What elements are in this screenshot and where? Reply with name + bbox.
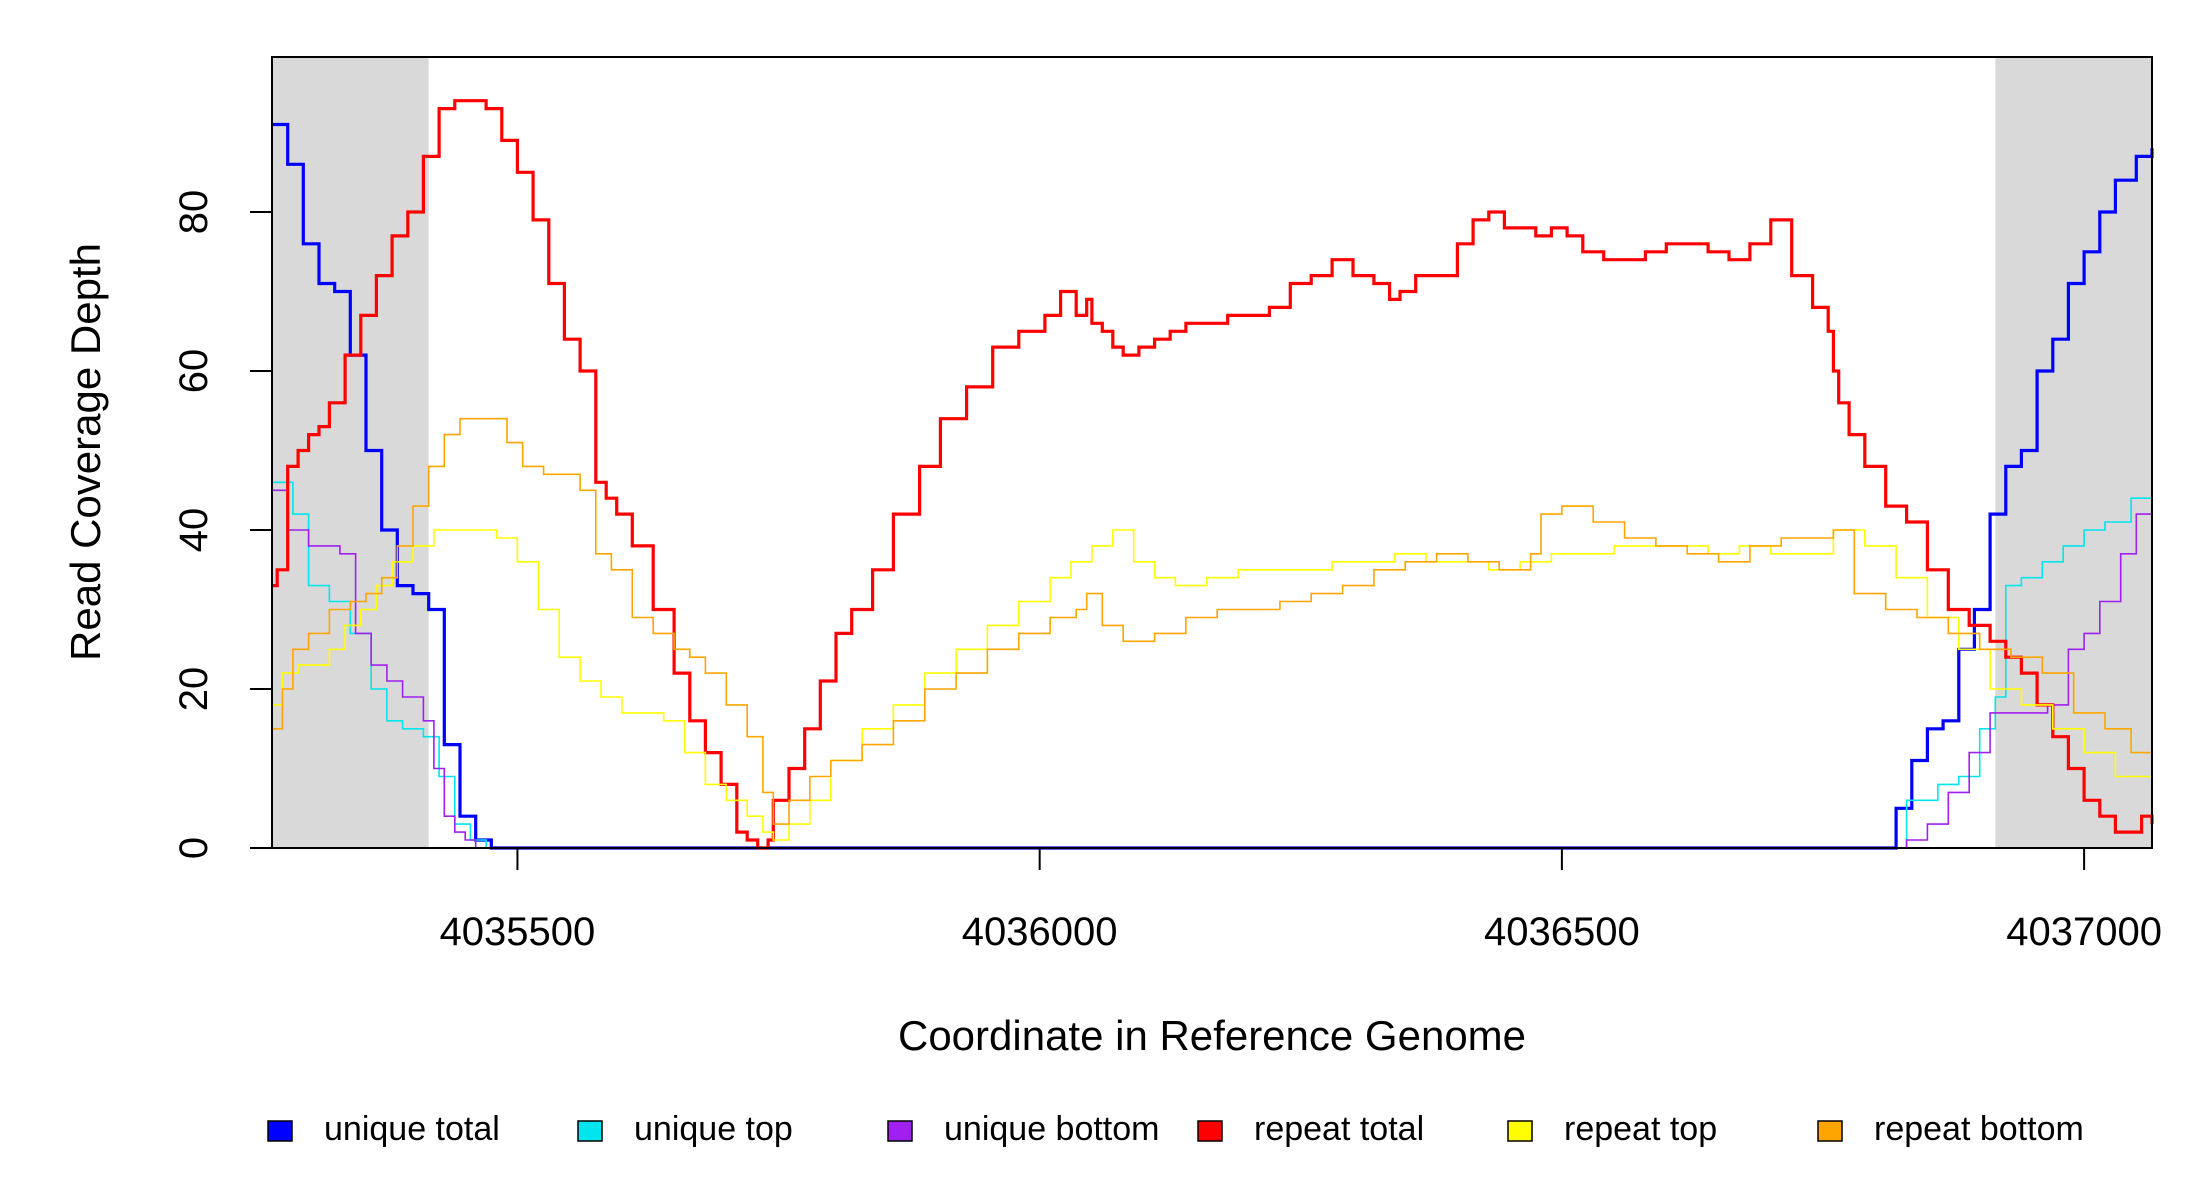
legend-swatch-2 — [887, 1120, 913, 1142]
x-axis-label: Coordinate in Reference Genome — [898, 1012, 1526, 1059]
legend-swatch-5 — [1817, 1120, 1843, 1142]
y-tick-label-0: 0 — [172, 837, 216, 859]
x-tick-label-1: 4036000 — [962, 910, 1118, 954]
series-line-repeat-top — [272, 529, 2153, 841]
legend-label-3: repeat total — [1254, 1110, 1424, 1148]
legend: unique total unique top unique bottom repea… — [267, 1110, 2084, 1148]
y-axis-label: Read Coverage Depth — [62, 243, 109, 661]
legend-swatch-0 — [267, 1120, 293, 1142]
y-axis: 0 20 40 60 80 — [172, 190, 272, 859]
x-axis: 4035500 4036000 4036500 4037000 — [440, 848, 2162, 954]
series-lines — [272, 99, 2154, 850]
y-tick-label-4: 80 — [172, 190, 216, 235]
series-line-unique-total — [272, 122, 2154, 850]
legend-label-0: unique total — [324, 1110, 500, 1148]
legend-label-1: unique top — [634, 1110, 793, 1148]
x-tick-label-2: 4036500 — [1484, 910, 1640, 954]
legend-swatch-3 — [1197, 1120, 1223, 1142]
x-tick-label-3: 4037000 — [2006, 910, 2162, 954]
series-line-unique-top — [272, 481, 2153, 849]
series-line-unique-bottom — [272, 489, 2152, 849]
y-tick-label-3: 60 — [172, 349, 216, 394]
series-line-repeat-bottom — [272, 417, 2153, 825]
y-tick-label-2: 40 — [172, 508, 216, 553]
x-tick-label-0: 4035500 — [440, 910, 596, 954]
plot-frame — [271, 56, 2153, 849]
legend-swatch-1 — [577, 1120, 603, 1142]
legend-label-2: unique bottom — [944, 1110, 1160, 1148]
legend-label-4: repeat top — [1564, 1110, 1717, 1148]
y-tick-label-1: 20 — [172, 667, 216, 712]
legend-swatch-4 — [1507, 1120, 1533, 1142]
legend-label-5: repeat bottom — [1874, 1110, 2084, 1148]
series-line-repeat-total — [272, 99, 2154, 850]
shaded-regions — [272, 57, 2152, 848]
